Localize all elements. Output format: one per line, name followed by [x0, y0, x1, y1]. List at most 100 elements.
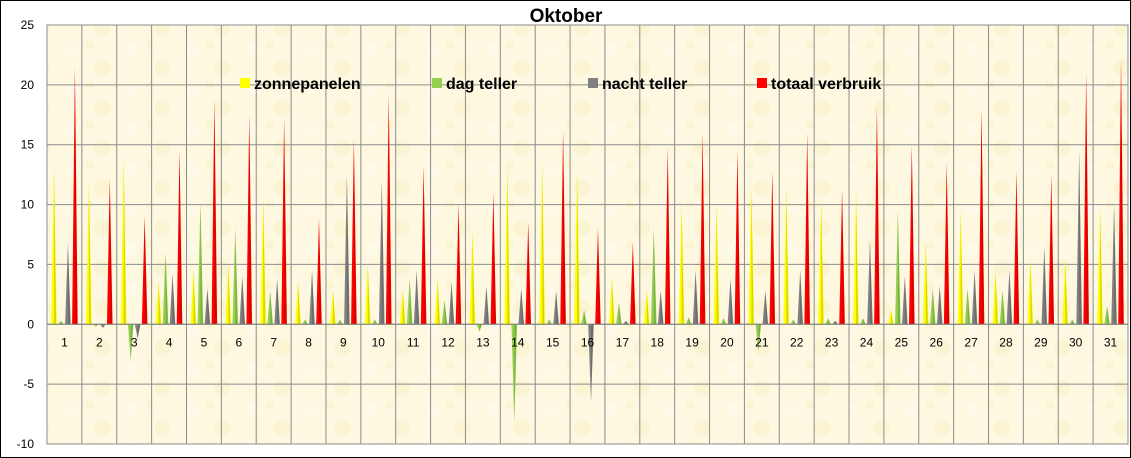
bar-nacht-teller [274, 278, 280, 325]
bar-nacht-teller [483, 285, 490, 325]
bar-shade [995, 270, 998, 325]
bar-zonnepanelen [957, 210, 964, 325]
bar-shade [1086, 72, 1089, 325]
bar-shade [772, 171, 775, 325]
bar-shade [179, 150, 182, 325]
bar-zonnepanelen [295, 282, 301, 325]
bar-shade [904, 276, 908, 325]
bar-dag-teller [964, 288, 971, 325]
x-tick-label: 30 [1069, 335, 1083, 349]
bar-shade [1051, 174, 1054, 325]
bar-totaal-verbruik [106, 178, 113, 325]
bar-zonnepanelen [783, 186, 790, 325]
bar-zonnepanelen [574, 171, 580, 325]
bar-shade [409, 278, 412, 325]
legend-swatch [240, 78, 250, 88]
bar-shade [939, 285, 942, 325]
bar-shade [67, 242, 71, 325]
bar-shade [130, 324, 133, 361]
bars [51, 58, 1124, 423]
bar-shade [1030, 258, 1033, 325]
bar-totaal-verbruik [804, 132, 810, 325]
x-tick-label: 22 [790, 335, 804, 349]
bar-shade [667, 147, 670, 325]
bar-totaal-verbruik [630, 242, 636, 325]
x-tick-label: 9 [340, 335, 347, 349]
bar-dag-teller [999, 290, 1006, 325]
bar-totaal-verbruik [664, 147, 671, 325]
bar-dag-teller [302, 319, 308, 325]
bar-shade [611, 276, 615, 325]
bar-nacht-teller [832, 320, 838, 325]
bar-shade [981, 108, 984, 325]
x-tick-label: 20 [720, 335, 734, 349]
bar-nacht-teller [1041, 246, 1048, 325]
bar-shade [1044, 246, 1047, 325]
bar-shade [932, 288, 935, 325]
bar-totaal-verbruik [734, 150, 741, 325]
x-tick-label: 7 [270, 335, 277, 349]
bar-shade [158, 282, 161, 325]
bar-shade [507, 166, 510, 325]
bar-dag-teller [127, 324, 134, 361]
bar-shade [214, 99, 217, 325]
bar-nacht-teller [692, 270, 699, 325]
bar-shade [374, 319, 378, 325]
bar-shade [1079, 150, 1082, 325]
bar-zonnepanelen [260, 198, 266, 325]
bar-shade [444, 300, 447, 325]
bar-shade [95, 324, 99, 327]
bar-zonnepanelen [922, 242, 929, 325]
legend-label: dag teller [446, 76, 517, 93]
bar-dag-teller [1069, 319, 1075, 325]
bar-shade [235, 228, 238, 325]
bar-shade [646, 290, 650, 325]
bar-totaal-verbruik [351, 138, 357, 325]
bar-totaal-verbruik [176, 150, 183, 325]
bar-shade [1002, 290, 1005, 325]
bar-totaal-verbruik [909, 144, 915, 325]
bar-shade [74, 66, 78, 325]
bar-shade [702, 132, 705, 325]
y-tick-label: -10 [17, 437, 35, 451]
bar-nacht-teller [867, 240, 873, 325]
bar-totaal-verbruik [1013, 171, 1020, 325]
bar-shade [856, 192, 859, 325]
bar-shade [869, 240, 873, 325]
bar-shade [388, 94, 391, 325]
bar-totaal-verbruik [699, 132, 706, 325]
bar-dag-teller [860, 318, 866, 325]
bar-nacht-teller [1006, 270, 1013, 325]
bar-zonnepanelen [225, 264, 232, 325]
bar-shade [137, 324, 140, 339]
bar-shade [402, 290, 405, 325]
bar-dag-teller [162, 252, 169, 325]
bar-totaal-verbruik [595, 228, 601, 325]
x-tick-label: 14 [511, 335, 525, 349]
bar-dag-teller [337, 319, 343, 325]
bar-dag-teller [685, 317, 692, 325]
bar-nacht-teller [65, 242, 71, 325]
plot-area [46, 24, 1129, 445]
bar-dag-teller [511, 324, 518, 423]
bar-dag-teller [93, 324, 99, 327]
bar-dag-teller [650, 228, 657, 325]
bar-shade [793, 319, 796, 325]
bar-shade [653, 228, 656, 325]
bar-shade [528, 222, 531, 325]
bar-zonnepanelen [1027, 258, 1034, 325]
bar-shade [472, 230, 475, 325]
bar-shade [1065, 258, 1068, 325]
bar-totaal-verbruik [1083, 72, 1089, 325]
bar-dag-teller [825, 318, 831, 325]
bar-shade [716, 204, 719, 325]
legend-label: zonnepanelen [254, 76, 361, 93]
category-labels: 1 2 3 4 5 6 7 8 9 10 11 12 13 14 15 16 17 18 19 20 21 22 23 24 2… [61, 335, 1117, 349]
bar-shade [786, 186, 789, 325]
bar-nacht-teller [902, 276, 908, 325]
bar-nacht-teller [309, 270, 315, 325]
x-tick-label: 27 [964, 335, 978, 349]
legend-label: totaal verbruik [771, 76, 881, 93]
bar-shade [458, 204, 461, 325]
